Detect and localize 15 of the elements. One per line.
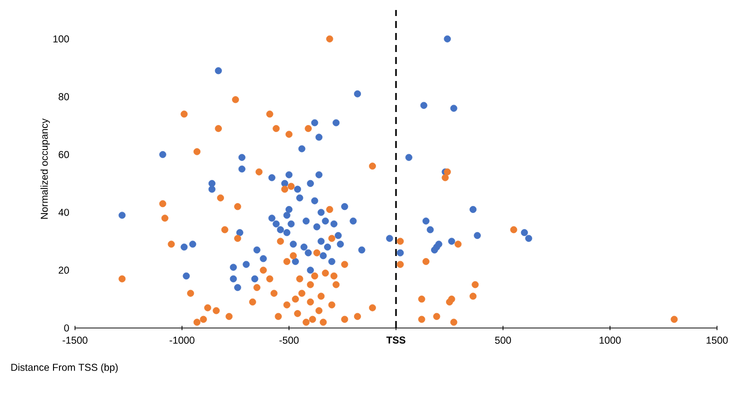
y-tick-label: 40 [58, 208, 69, 216]
y-tick-label: 80 [58, 93, 69, 100]
ref-line-label: TSS [386, 336, 406, 344]
x-tick-label: -1500 [62, 336, 88, 344]
y-tick-label: 100 [53, 35, 69, 42]
x-tick-label: 1500 [706, 336, 728, 344]
x-tick-label: 1000 [600, 336, 621, 344]
y-axis-title: Normalized occupancy [40, 118, 50, 219]
y-tick-label: 60 [58, 151, 69, 158]
y-tick-label: 20 [58, 266, 69, 274]
x-tick-label: 500 [495, 336, 511, 344]
y-tick-label: 0 [64, 324, 69, 332]
x-axis-title: Distance From TSS (bp) [11, 364, 118, 373]
x-tick-label: -1000 [170, 336, 194, 344]
x-tick-label: -500 [279, 336, 299, 344]
